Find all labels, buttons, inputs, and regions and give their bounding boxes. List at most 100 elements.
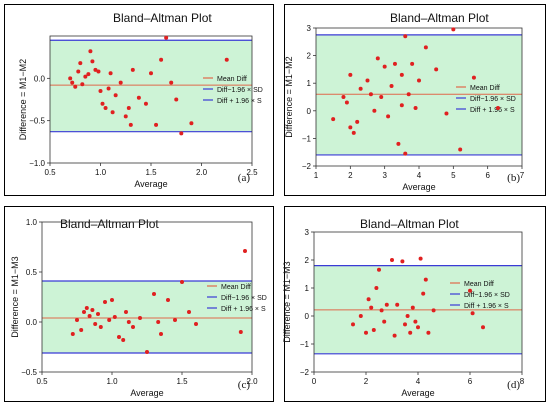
data-point: [103, 300, 107, 304]
data-point: [351, 322, 355, 327]
data-point: [110, 298, 114, 302]
data-point: [416, 325, 420, 330]
data-point: [123, 114, 128, 119]
x-tick-label: 0.5: [36, 377, 48, 386]
data-point: [82, 310, 86, 314]
y-tick-label: −0.5: [21, 368, 37, 377]
data-point: [80, 82, 85, 87]
chart-3: Bland–Altman Plot 0.5 1.0 1.5 2.0 −0.5 0.0 0.5 1…: [10, 217, 267, 398]
data-point: [159, 332, 163, 336]
data-point: [341, 95, 346, 99]
data-point: [131, 325, 135, 329]
data-point: [369, 305, 374, 310]
chart-1: Bland–Altman Plot 0.5 1.0 1.5 2.0 2.5 −1.0 −0.5…: [18, 11, 263, 189]
data-point: [389, 83, 394, 88]
data-point: [351, 130, 356, 135]
data-point: [348, 72, 353, 77]
data-point: [86, 72, 91, 77]
x-tick-label: 1.0: [95, 168, 107, 177]
data-point: [410, 305, 415, 310]
data-point: [143, 101, 148, 106]
data-point: [365, 78, 370, 83]
y-tick-label: −1.0: [29, 159, 45, 168]
data-point: [169, 80, 174, 85]
y-tick-label: 2: [307, 52, 312, 61]
x-tick-label: 2: [348, 171, 353, 180]
data-point: [368, 92, 373, 97]
y-tick-label: 0.5: [26, 268, 38, 277]
data-point: [70, 332, 75, 336]
data-point: [396, 141, 401, 146]
y-axis-label: Difference = M1−M2: [18, 59, 28, 140]
legend-entry: Diff−1.96 × SD: [470, 96, 516, 103]
data-point: [87, 314, 92, 318]
legend-entry: Diff + 1.96 × S: [221, 306, 266, 313]
data-point: [386, 114, 391, 119]
chart-title: Bland–Altman Plot: [60, 217, 159, 231]
data-point: [431, 308, 436, 313]
data-point: [374, 286, 379, 290]
legend-entry: Mean Diff: [464, 281, 494, 288]
data-point: [126, 320, 131, 324]
legend-entry: Diff + 1.96 × S: [217, 98, 262, 105]
data-point: [117, 335, 121, 339]
y-tick-label: 0: [307, 107, 312, 116]
x-tick-label: 2: [364, 377, 369, 386]
x-tick-label: 2.0: [196, 168, 208, 177]
x-axis-label: Average: [402, 182, 435, 192]
data-point: [106, 86, 111, 91]
data-point: [76, 69, 81, 74]
x-tick-label: 2.0: [246, 377, 258, 386]
legend-entry: Mean Diff: [217, 76, 247, 83]
data-point: [382, 64, 387, 69]
data-point: [358, 86, 363, 91]
data-point: [118, 80, 123, 85]
data-point: [90, 308, 95, 312]
y-tick-label: 0.0: [26, 318, 38, 327]
x-tick-label: 6: [468, 377, 473, 386]
agreement-band: [42, 281, 252, 353]
data-point: [79, 328, 84, 332]
data-point: [421, 291, 426, 296]
x-tick-label: 8: [520, 377, 525, 386]
data-point: [413, 106, 418, 111]
legend-entry: Diff + 1.96 × S: [470, 107, 515, 114]
data-point: [471, 75, 476, 80]
data-point: [73, 84, 78, 89]
x-axis-label: Average: [130, 388, 163, 398]
y-tick-label: 0.0: [34, 74, 46, 83]
data-point: [444, 111, 449, 116]
chart-2: Bland–Altman Plot 1 2 3 4 5 6 7 −2 −1 0 1 2 3 Average D…: [284, 11, 525, 192]
x-tick-label: 1.5: [176, 377, 188, 386]
data-point: [124, 310, 128, 314]
data-point: [344, 100, 349, 105]
data-point: [224, 57, 229, 62]
x-tick-label: 1.0: [106, 377, 118, 386]
chart-title: Bland–Altman Plot: [113, 11, 212, 25]
data-point: [358, 314, 363, 318]
data-point: [96, 312, 100, 316]
y-tick-label: −0.5: [29, 117, 45, 126]
data-point: [138, 316, 142, 320]
data-point: [379, 308, 384, 313]
y-tick-label: 2: [305, 256, 310, 265]
data-point: [400, 259, 405, 264]
data-point: [83, 74, 88, 79]
x-tick-label: 1: [314, 171, 319, 180]
data-point: [98, 325, 103, 329]
data-point: [103, 105, 108, 110]
data-point: [451, 27, 456, 32]
legend-entry: Diff−1.96 × SD: [221, 295, 267, 302]
data-point: [395, 302, 400, 307]
data-point: [372, 108, 377, 113]
x-tick-label: 3: [382, 171, 387, 180]
x-axis-label: Average: [401, 388, 434, 398]
data-point: [189, 121, 194, 126]
data-point: [392, 333, 397, 338]
panel-label: (d): [507, 379, 520, 391]
data-point: [377, 267, 381, 272]
data-point: [90, 59, 95, 64]
data-point: [364, 330, 368, 335]
data-point: [68, 76, 73, 81]
